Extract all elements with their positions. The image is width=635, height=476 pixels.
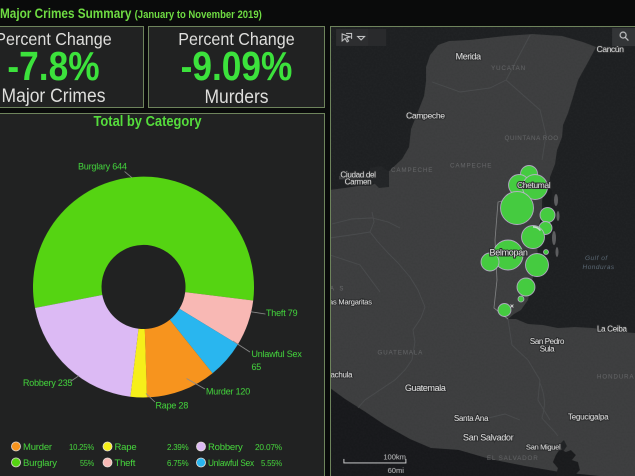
svg-text:Unlawful Sex: Unlawful Sex	[251, 349, 302, 359]
svg-text:Ciudad del: Ciudad del	[340, 170, 376, 179]
svg-text:HONDURAS: HONDURAS	[597, 374, 635, 381]
svg-text:Rape 28: Rape 28	[155, 400, 188, 410]
svg-text:Rape: Rape	[115, 442, 137, 453]
svg-text:Campeche: Campeche	[406, 110, 445, 120]
svg-text:CAMPECHE: CAMPECHE	[391, 167, 433, 174]
svg-text:Chetumal: Chetumal	[517, 180, 551, 190]
svg-text:San Pedro: San Pedro	[530, 337, 565, 346]
svg-text:Burglary 644: Burglary 644	[78, 161, 127, 171]
svg-text:YUCATAN: YUCATAN	[491, 65, 526, 72]
svg-text:60mi: 60mi	[388, 466, 405, 475]
svg-text:Robbery: Robbery	[208, 442, 243, 453]
svg-text:CAMPECHE: CAMPECHE	[450, 162, 492, 169]
svg-text:Tegucigalpa: Tegucigalpa	[568, 413, 609, 422]
svg-text:Burglary: Burglary	[23, 458, 57, 469]
svg-text:10.25%: 10.25%	[69, 442, 95, 452]
svg-text:achula: achula	[330, 370, 353, 379]
svg-text:Murder: Murder	[23, 442, 52, 453]
svg-text:Merida: Merida	[456, 51, 482, 61]
svg-text:A S: A S	[330, 286, 345, 292]
svg-text:65: 65	[251, 362, 261, 372]
svg-text:Sula: Sula	[540, 345, 555, 354]
svg-text:2.39%: 2.39%	[167, 442, 189, 452]
svg-text:QUINTANA ROO: QUINTANA ROO	[505, 135, 559, 142]
svg-text:5.55%: 5.55%	[261, 458, 283, 468]
svg-text:Unlawful Sex: Unlawful Sex	[208, 458, 254, 469]
svg-text:as Margaritas: as Margaritas	[330, 297, 372, 306]
svg-text:6.75%: 6.75%	[167, 458, 189, 468]
svg-text:Guatemala: Guatemala	[405, 383, 446, 393]
svg-text:100km: 100km	[383, 452, 406, 461]
svg-text:20.07%: 20.07%	[255, 442, 283, 452]
svg-text:Murder 120: Murder 120	[206, 387, 250, 397]
svg-text:Belmopan: Belmopan	[489, 248, 527, 258]
svg-text:San Miguel: San Miguel	[526, 443, 561, 452]
svg-text:Robbery 235: Robbery 235	[23, 378, 73, 388]
svg-text:EL SALVADOR: EL SALVADOR	[487, 455, 539, 462]
svg-text:Theft: Theft	[114, 458, 135, 469]
svg-text:San Salvador: San Salvador	[463, 432, 514, 442]
svg-text:Santa Ana: Santa Ana	[454, 414, 489, 423]
svg-text:Carmen: Carmen	[345, 177, 372, 186]
svg-text:GUATEMALA: GUATEMALA	[377, 349, 423, 356]
svg-text:La Ceiba: La Ceiba	[597, 325, 627, 334]
svg-text:Honduras: Honduras	[582, 264, 614, 271]
svg-text:Gulf of: Gulf of	[585, 255, 608, 262]
svg-text:Theft 79: Theft 79	[266, 308, 298, 318]
svg-text:55%: 55%	[80, 458, 95, 468]
